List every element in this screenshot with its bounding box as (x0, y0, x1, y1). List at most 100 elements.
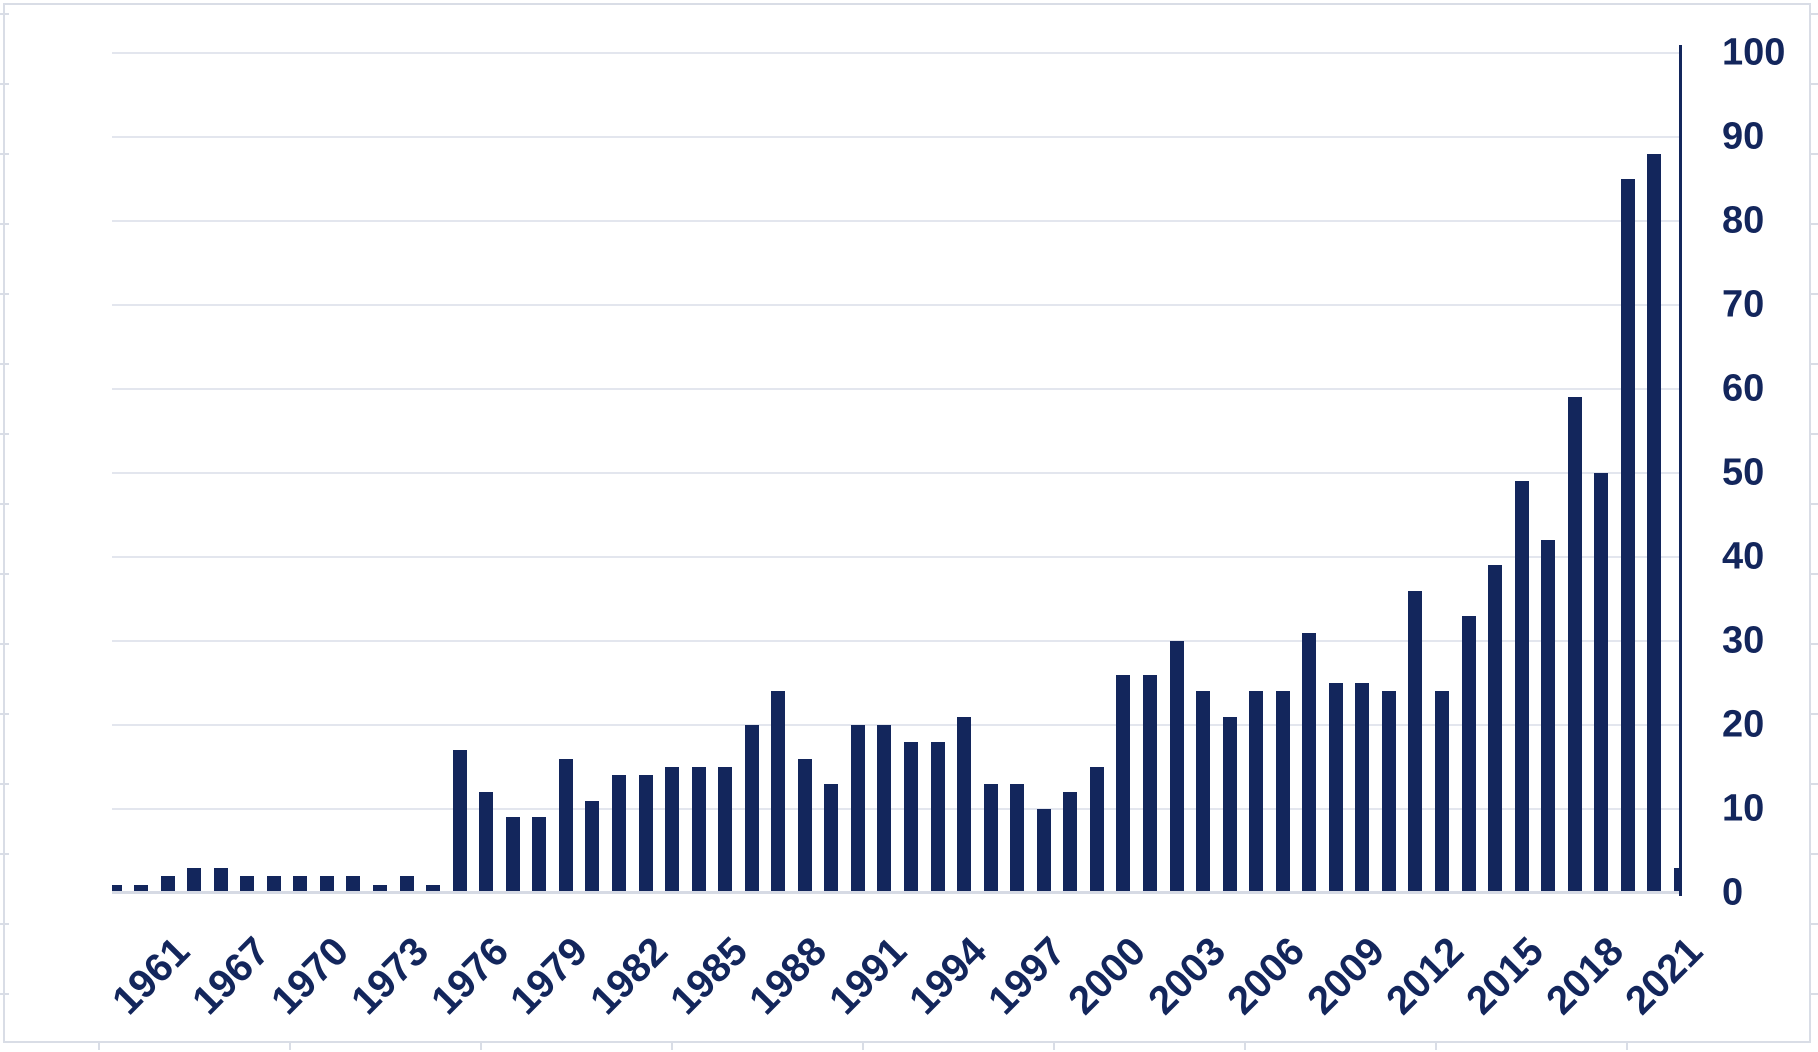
bar-1984 (665, 767, 680, 893)
worksheet-row-tick (0, 363, 9, 365)
bar-1990 (824, 783, 839, 893)
bar-2018 (1567, 397, 1582, 893)
x-tick-label-1970: 1970 (263, 929, 358, 1024)
y-tick-label-60: 60 (1722, 367, 1765, 410)
bar-2004 (1196, 691, 1211, 893)
worksheet-row-tick (0, 713, 9, 715)
worksheet-row-tick (0, 923, 9, 925)
worksheet-row-tick (0, 223, 9, 225)
y-tick-label-70: 70 (1722, 283, 1765, 326)
bar-2013 (1435, 691, 1449, 893)
worksheet-column-tick (1244, 1041, 1246, 1050)
worksheet-column-tick (862, 1041, 864, 1050)
worksheet-row-tick (1809, 293, 1818, 295)
y-axis-line (1679, 45, 1682, 896)
x-tick-label-1979: 1979 (502, 929, 597, 1024)
x-tick-label-1973: 1973 (343, 929, 438, 1024)
bar-1970 (293, 876, 308, 893)
worksheet-row-tick (1809, 993, 1818, 995)
bar-1991 (850, 725, 865, 893)
bar-2002 (1142, 674, 1157, 893)
x-tick-label-1988: 1988 (741, 929, 836, 1024)
bar-1986 (718, 767, 733, 893)
bar-1971 (319, 876, 334, 893)
worksheet-row-tick (1809, 433, 1818, 435)
worksheet-row-tick (1809, 83, 1818, 85)
bar-1959 (112, 884, 122, 893)
bar-2009 (1328, 683, 1343, 893)
bar-2014 (1461, 615, 1476, 893)
worksheet-column-tick (480, 1041, 482, 1050)
bar-2021 (1647, 153, 1662, 893)
x-tick-label-1976: 1976 (422, 929, 517, 1024)
x-tick-label-2012: 2012 (1378, 929, 1473, 1024)
bar-1989 (797, 758, 812, 893)
bar-1998 (1036, 809, 1051, 893)
bar-2008 (1302, 632, 1317, 893)
x-tick-label-1994: 1994 (900, 929, 995, 1024)
worksheet-row-tick (1809, 503, 1818, 505)
x-tick-label-1967: 1967 (183, 929, 278, 1024)
bar-1999 (1063, 792, 1078, 893)
worksheet-row-tick (1809, 573, 1818, 575)
bar-1974 (399, 876, 414, 893)
bar-2020 (1620, 179, 1635, 893)
x-tick-label-1997: 1997 (980, 929, 1075, 1024)
bar-2010 (1355, 683, 1370, 893)
x-tick-label-2021: 2021 (1617, 929, 1712, 1024)
gridline-30 (112, 640, 1680, 642)
bar-2007 (1275, 691, 1290, 893)
gridline-100 (112, 52, 1680, 54)
worksheet-column-tick (1435, 1041, 1437, 1050)
worksheet-row-tick (1809, 643, 1818, 645)
bar-2015 (1488, 565, 1503, 893)
bar-1976 (452, 750, 467, 893)
bar-1985 (691, 767, 706, 893)
gridline-80 (112, 220, 1680, 222)
worksheet-row-tick (0, 433, 9, 435)
bar-1965 (187, 867, 202, 893)
y-tick-label-90: 90 (1722, 115, 1765, 158)
x-tick-label-2018: 2018 (1537, 929, 1632, 1024)
gridline-60 (112, 388, 1680, 390)
y-tick-label-40: 40 (1722, 535, 1765, 578)
worksheet-column-tick (671, 1041, 673, 1050)
worksheet-row-tick (1809, 153, 1818, 155)
worksheet-row-tick (0, 573, 9, 575)
bar-2006 (1249, 691, 1264, 893)
x-tick-label-1985: 1985 (661, 929, 756, 1024)
worksheet-row-tick (1809, 853, 1818, 855)
bar-2001 (1116, 674, 1131, 893)
gridline-40 (112, 556, 1680, 558)
x-tick-label-2003: 2003 (1139, 929, 1234, 1024)
bar-1978 (505, 817, 520, 893)
x-tick-label-1991: 1991 (820, 929, 916, 1024)
bar-1972 (346, 876, 361, 893)
gridline-90 (112, 136, 1680, 138)
worksheet-row-tick (0, 293, 9, 295)
gridline-20 (112, 724, 1680, 726)
bar-1979 (532, 817, 547, 893)
bar-1987 (744, 725, 759, 893)
worksheet-column-tick (98, 1041, 100, 1050)
worksheet-row-tick (1809, 223, 1818, 225)
worksheet-row-tick (0, 153, 9, 155)
worksheet-row-tick (0, 503, 9, 505)
bar-1968 (240, 876, 255, 893)
bar-2000 (1089, 767, 1104, 893)
worksheet-row-tick (1809, 713, 1818, 715)
bar-1977 (479, 792, 494, 893)
bar-2017 (1541, 540, 1556, 893)
worksheet-row-tick (0, 783, 9, 785)
bar-1969 (266, 876, 281, 893)
gridline-70 (112, 304, 1680, 306)
gridline-10 (112, 808, 1680, 810)
gridline-50 (112, 472, 1680, 474)
bar-1961 (134, 884, 149, 893)
x-tick-label-2015: 2015 (1458, 929, 1553, 1024)
y-tick-label-80: 80 (1722, 199, 1765, 242)
y-tick-label-10: 10 (1722, 787, 1765, 830)
x-tick-label-1982: 1982 (582, 929, 677, 1024)
bar-2016 (1514, 481, 1529, 893)
